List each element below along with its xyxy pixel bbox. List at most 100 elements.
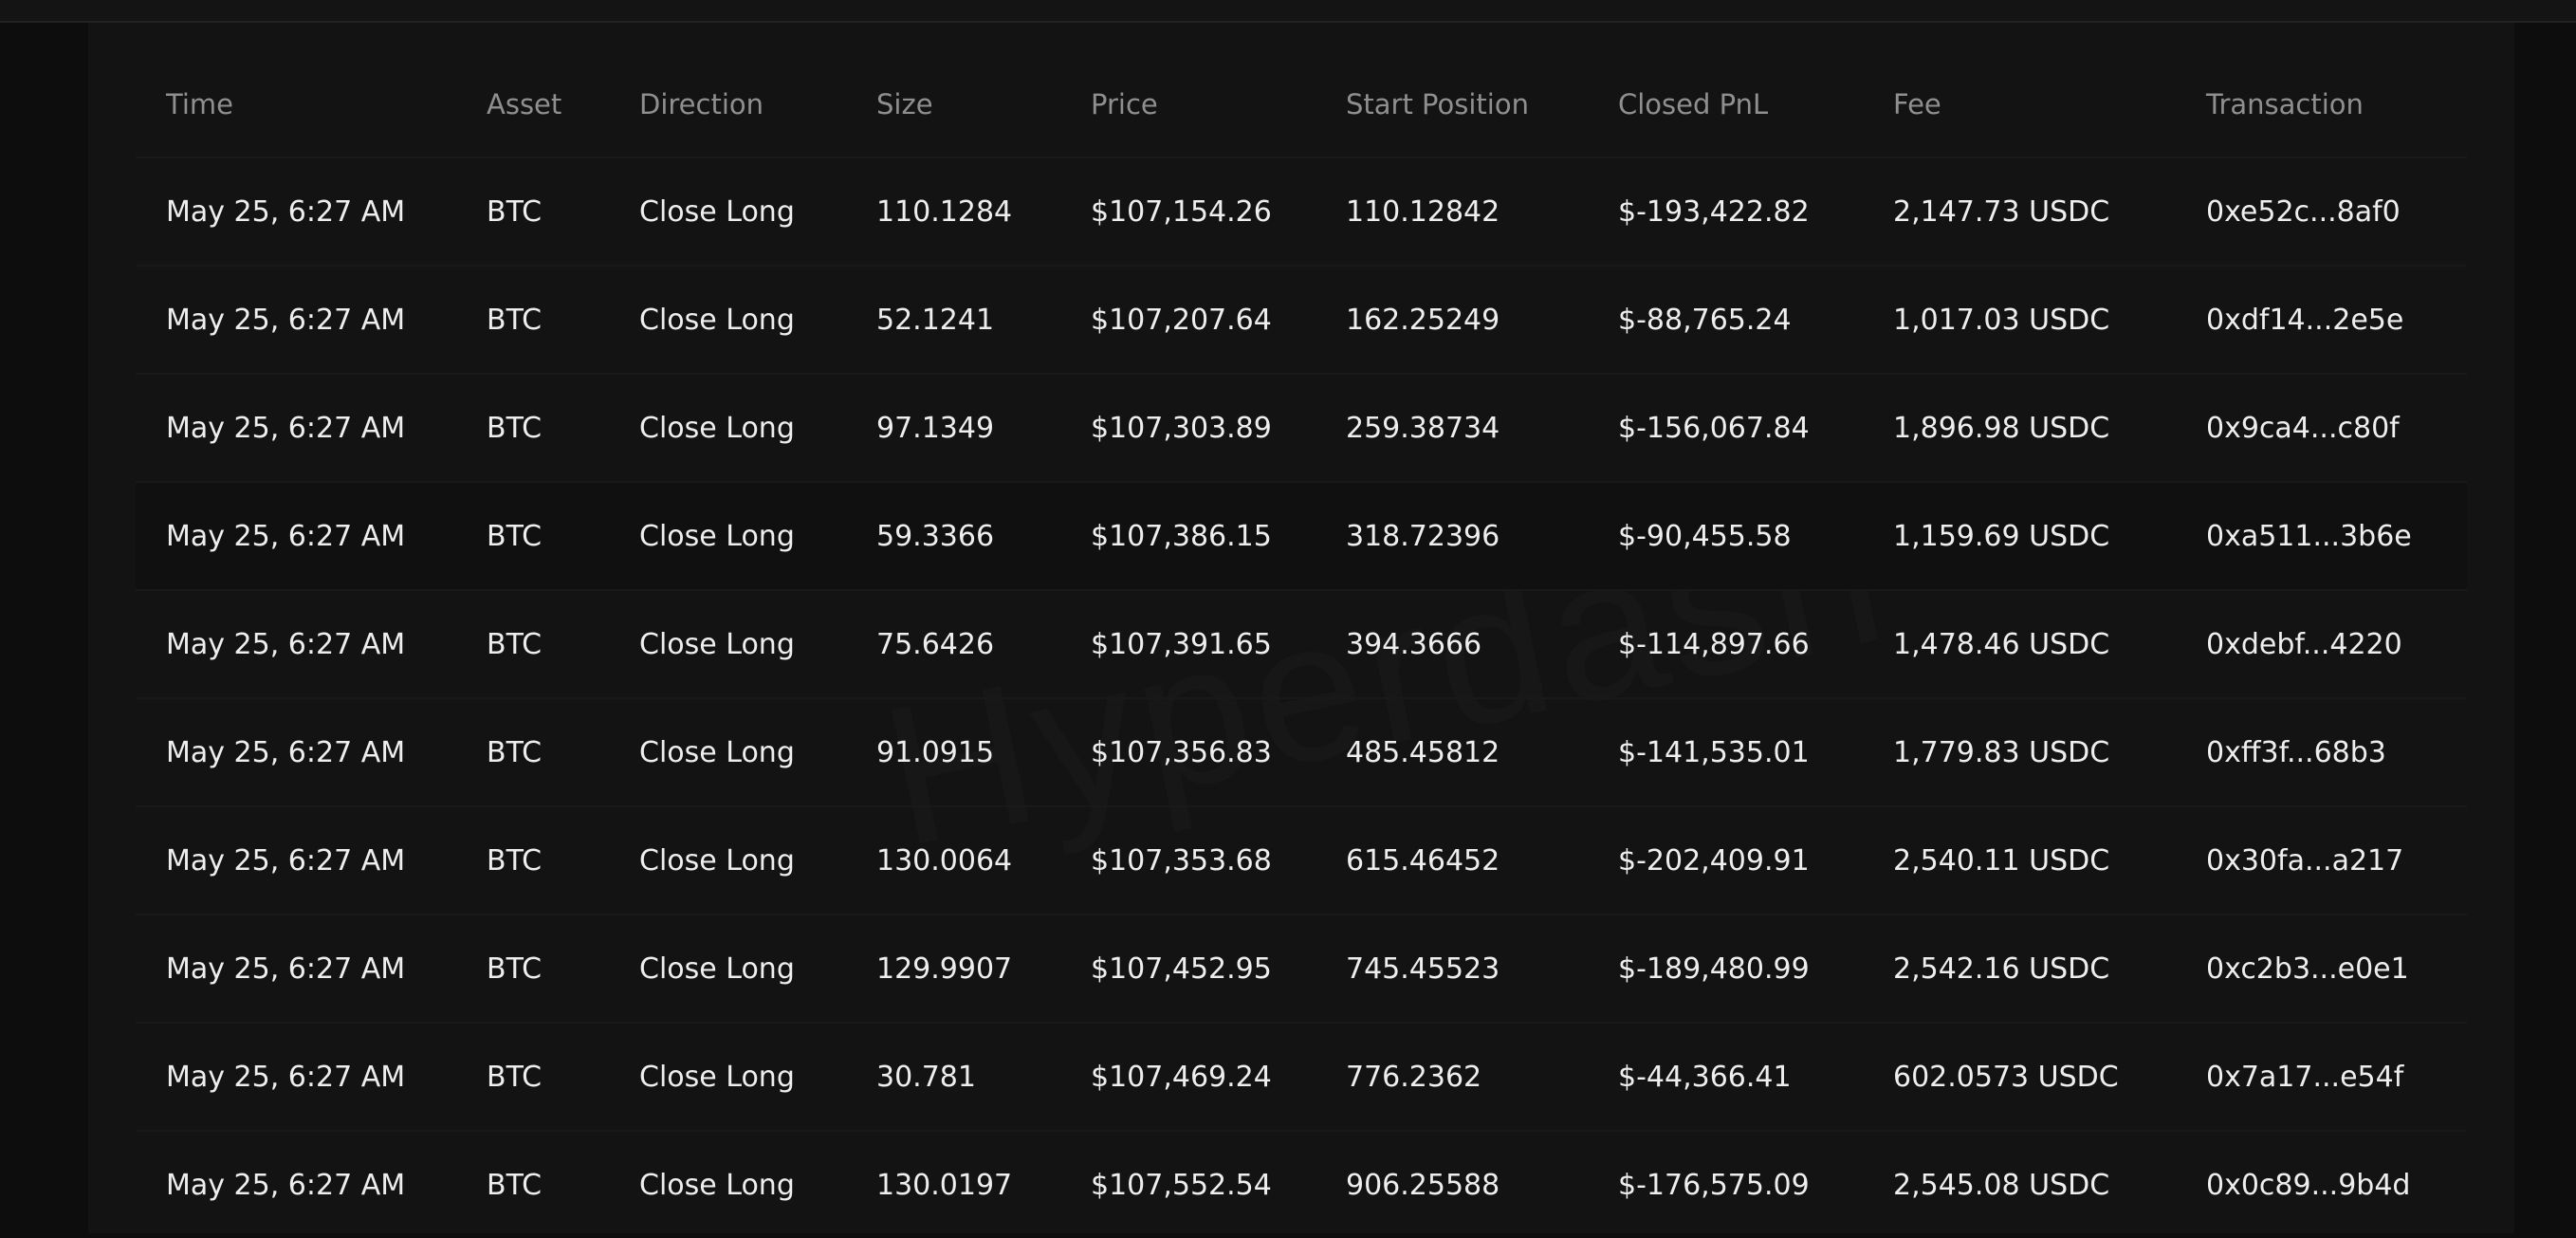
cell-closed-pnl: $-189,480.99 [1588, 914, 1863, 1023]
table-row[interactable]: May 25, 6:27 AM BTC Close Long 129.9907 … [136, 914, 2467, 1023]
cell-asset[interactable]: BTC [456, 1022, 609, 1131]
cell-asset[interactable]: BTC [456, 697, 609, 806]
cell-fee: 2,542.16 USDC [1863, 914, 2176, 1023]
cell-closed-pnl: $-176,575.09 [1588, 1130, 1863, 1238]
cell-closed-pnl: $-156,067.84 [1588, 373, 1863, 482]
table-row[interactable]: May 25, 6:27 AM BTC Close Long 30.781 $1… [136, 1022, 2467, 1131]
cell-start-position: 318.72396 [1316, 481, 1588, 590]
cell-price: $107,391.65 [1060, 589, 1316, 698]
cell-size: 91.0915 [846, 697, 1060, 806]
cell-asset[interactable]: BTC [456, 481, 609, 590]
transaction-link[interactable]: 0xff3f...68b3 [2176, 697, 2467, 806]
cell-start-position: 906.25588 [1316, 1130, 1588, 1238]
cell-size: 52.1241 [846, 265, 1060, 374]
transaction-link[interactable]: 0xa511...3b6e [2176, 481, 2467, 590]
cell-time: May 25, 6:27 AM [136, 1022, 456, 1131]
cell-time: May 25, 6:27 AM [136, 914, 456, 1023]
cell-direction: Close Long [609, 1130, 846, 1238]
transaction-link[interactable]: 0x9ca4...c80f [2176, 373, 2467, 482]
table-row[interactable]: May 25, 6:27 AM BTC Close Long 91.0915 $… [136, 697, 2467, 806]
column-header-closed-pnl[interactable]: Closed PnL [1618, 88, 1769, 120]
column-header-size[interactable]: Size [876, 88, 933, 120]
cell-fee: 1,159.69 USDC [1863, 481, 2176, 590]
cell-direction: Close Long [609, 805, 846, 915]
cell-size: 30.781 [846, 1022, 1060, 1131]
cell-closed-pnl: $-90,455.58 [1588, 481, 1863, 590]
transaction-link[interactable]: 0xdebf...4220 [2176, 589, 2467, 698]
cell-direction: Close Long [609, 157, 846, 266]
cell-asset[interactable]: BTC [456, 157, 609, 266]
column-header-time[interactable]: Time [166, 88, 233, 120]
cell-start-position: 485.45812 [1316, 697, 1588, 806]
cell-price: $107,353.68 [1060, 805, 1316, 915]
cell-time: May 25, 6:27 AM [136, 805, 456, 915]
column-header-fee[interactable]: Fee [1893, 88, 1941, 120]
cell-price: $107,552.54 [1060, 1130, 1316, 1238]
cell-fee: 2,545.08 USDC [1863, 1130, 2176, 1238]
table-row[interactable]: May 25, 6:27 AM BTC Close Long 52.1241 $… [136, 265, 2467, 374]
transaction-link[interactable]: 0xc2b3...e0e1 [2176, 914, 2467, 1023]
cell-fee: 2,540.11 USDC [1863, 805, 2176, 915]
cell-closed-pnl: $-141,535.01 [1588, 697, 1863, 806]
cell-size: 110.1284 [846, 157, 1060, 266]
cell-direction: Close Long [609, 697, 846, 806]
cell-time: May 25, 6:27 AM [136, 373, 456, 482]
cell-fee: 1,478.46 USDC [1863, 589, 2176, 698]
cell-closed-pnl: $-114,897.66 [1588, 589, 1863, 698]
cell-closed-pnl: $-88,765.24 [1588, 265, 1863, 374]
cell-start-position: 776.2362 [1316, 1022, 1588, 1131]
cell-closed-pnl: $-44,366.41 [1588, 1022, 1863, 1131]
transaction-link[interactable]: 0xdf14...2e5e [2176, 265, 2467, 374]
cell-start-position: 259.38734 [1316, 373, 1588, 482]
cell-price: $107,303.89 [1060, 373, 1316, 482]
cell-time: May 25, 6:27 AM [136, 265, 456, 374]
cell-asset[interactable]: BTC [456, 373, 609, 482]
trade-history-table: Time Asset Direction Size Price Start Po… [136, 52, 2467, 1238]
cell-asset[interactable]: BTC [456, 589, 609, 698]
cell-direction: Close Long [609, 1022, 846, 1131]
column-header-asset[interactable]: Asset [487, 88, 562, 120]
cell-fee: 602.0573 USDC [1863, 1022, 2176, 1131]
cell-price: $107,386.15 [1060, 481, 1316, 590]
table-row[interactable]: May 25, 6:27 AM BTC Close Long 75.6426 $… [136, 589, 2467, 698]
cell-price: $107,452.95 [1060, 914, 1316, 1023]
cell-direction: Close Long [609, 373, 846, 482]
cell-time: May 25, 6:27 AM [136, 697, 456, 806]
column-header-start-position[interactable]: Start Position [1346, 88, 1529, 120]
top-bar [0, 0, 2576, 23]
cell-time: May 25, 6:27 AM [136, 1130, 456, 1238]
cell-direction: Close Long [609, 481, 846, 590]
cell-asset[interactable]: BTC [456, 1130, 609, 1238]
cell-fee: 1,779.83 USDC [1863, 697, 2176, 806]
cell-start-position: 394.3666 [1316, 589, 1588, 698]
cell-size: 75.6426 [846, 589, 1060, 698]
column-header-transaction[interactable]: Transaction [2206, 88, 2364, 120]
cell-time: May 25, 6:27 AM [136, 157, 456, 266]
transaction-link[interactable]: 0x30fa...a217 [2176, 805, 2467, 915]
cell-price: $107,356.83 [1060, 697, 1316, 806]
cell-size: 130.0197 [846, 1130, 1060, 1238]
table-row[interactable]: May 25, 6:27 AM BTC Close Long 130.0197 … [136, 1130, 2467, 1238]
transaction-link[interactable]: 0x7a17...e54f [2176, 1022, 2467, 1131]
cell-start-position: 745.45523 [1316, 914, 1588, 1023]
transaction-link[interactable]: 0x0c89...9b4d [2176, 1130, 2467, 1238]
cell-fee: 1,017.03 USDC [1863, 265, 2176, 374]
table-row[interactable]: May 25, 6:27 AM BTC Close Long 130.0064 … [136, 805, 2467, 915]
cell-start-position: 162.25249 [1316, 265, 1588, 374]
cell-asset[interactable]: BTC [456, 805, 609, 915]
cell-size: 130.0064 [846, 805, 1060, 915]
cell-closed-pnl: $-193,422.82 [1588, 157, 1863, 266]
table-row-hovered[interactable]: May 25, 6:27 AM BTC Close Long 59.3366 $… [136, 481, 2467, 590]
transaction-link[interactable]: 0xe52c...8af0 [2176, 157, 2467, 266]
cell-asset[interactable]: BTC [456, 265, 609, 374]
table-row[interactable]: May 25, 6:27 AM BTC Close Long 110.1284 … [136, 157, 2467, 266]
cell-time: May 25, 6:27 AM [136, 589, 456, 698]
table-row[interactable]: May 25, 6:27 AM BTC Close Long 97.1349 $… [136, 373, 2467, 482]
column-header-direction[interactable]: Direction [639, 88, 764, 120]
table-header-row: Time Asset Direction Size Price Start Po… [136, 52, 2467, 157]
cell-size: 129.9907 [846, 914, 1060, 1023]
cell-size: 97.1349 [846, 373, 1060, 482]
cell-asset[interactable]: BTC [456, 914, 609, 1023]
column-header-price[interactable]: Price [1091, 88, 1158, 120]
cell-price: $107,469.24 [1060, 1022, 1316, 1131]
